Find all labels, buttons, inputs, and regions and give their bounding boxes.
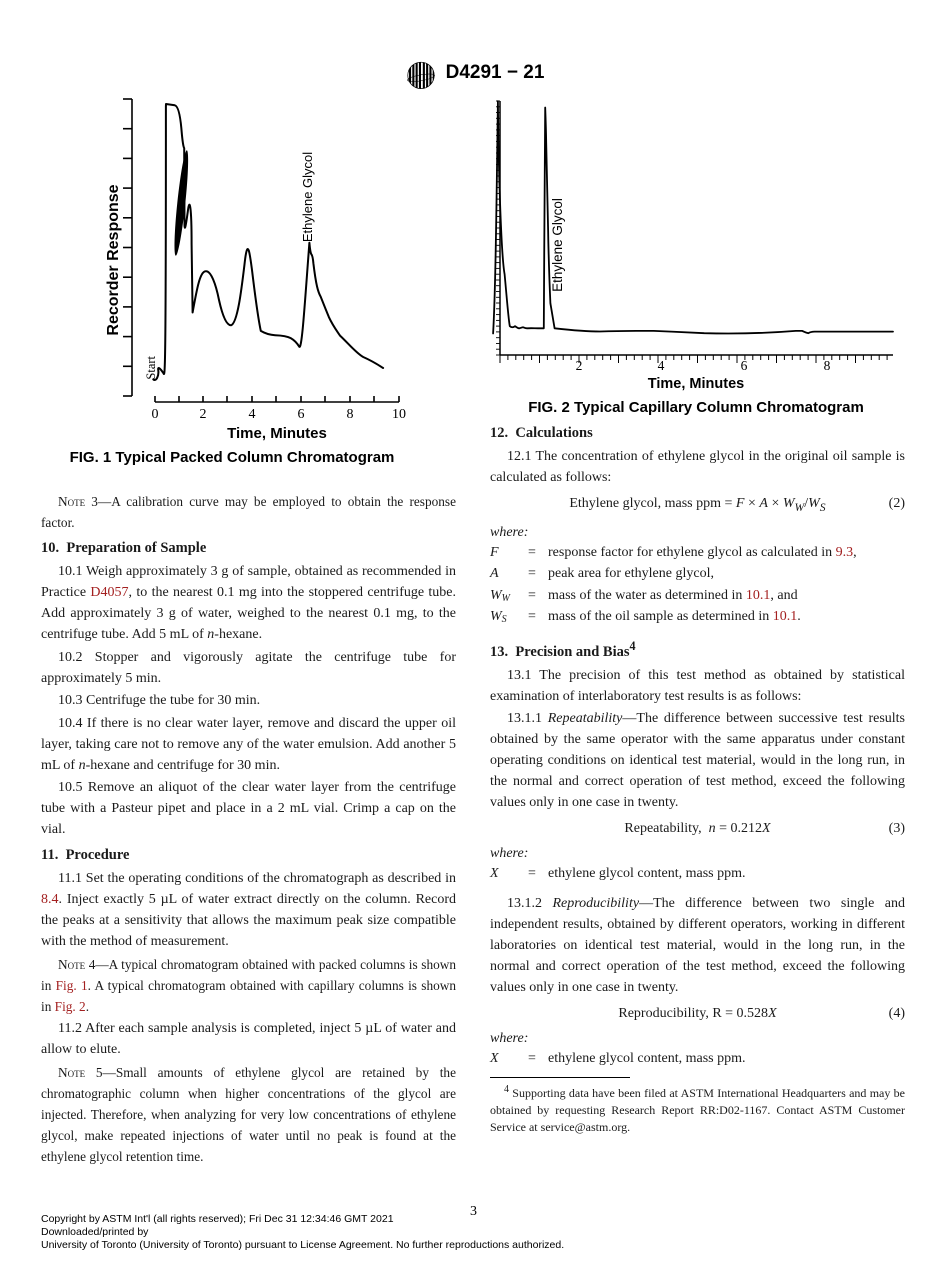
svg-text:6: 6: [741, 358, 748, 373]
svg-text:8: 8: [824, 358, 831, 373]
svg-text:FIG. 2 Typical Capillary Colum: FIG. 2 Typical Capillary Column Chromato…: [528, 399, 864, 416]
svg-text:2: 2: [576, 358, 583, 373]
svg-text:Ethylene Glycol: Ethylene Glycol: [550, 198, 565, 292]
svg-text:Time, Minutes: Time, Minutes: [648, 376, 744, 392]
svg-text:4: 4: [658, 358, 665, 373]
